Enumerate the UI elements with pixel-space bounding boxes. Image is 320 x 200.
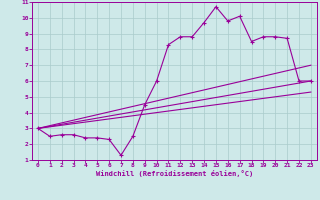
- X-axis label: Windchill (Refroidissement éolien,°C): Windchill (Refroidissement éolien,°C): [96, 170, 253, 177]
